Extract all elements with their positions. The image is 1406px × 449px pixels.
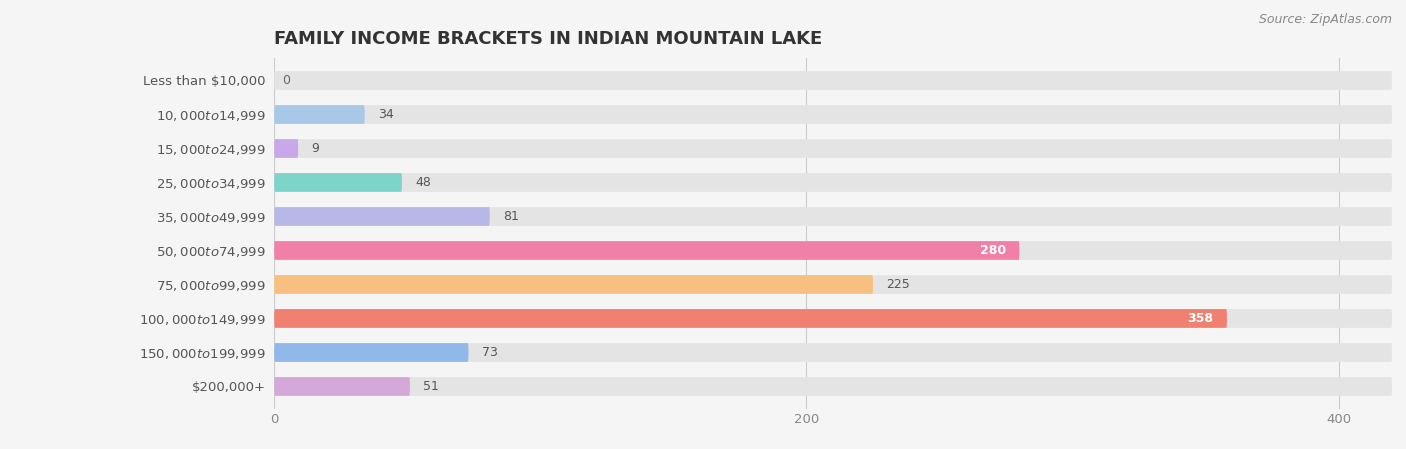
FancyBboxPatch shape <box>274 309 1392 328</box>
FancyBboxPatch shape <box>274 343 468 362</box>
Text: 81: 81 <box>503 210 519 223</box>
FancyBboxPatch shape <box>274 139 1392 158</box>
Text: 48: 48 <box>415 176 432 189</box>
Text: 358: 358 <box>1188 312 1213 325</box>
FancyBboxPatch shape <box>274 275 1392 294</box>
FancyBboxPatch shape <box>274 207 1392 226</box>
FancyBboxPatch shape <box>274 343 1392 362</box>
Text: 73: 73 <box>482 346 498 359</box>
FancyBboxPatch shape <box>274 139 298 158</box>
FancyBboxPatch shape <box>274 377 411 396</box>
FancyBboxPatch shape <box>274 377 1392 396</box>
FancyBboxPatch shape <box>274 309 1227 328</box>
FancyBboxPatch shape <box>274 173 1392 192</box>
Text: 51: 51 <box>423 380 439 393</box>
FancyBboxPatch shape <box>274 275 873 294</box>
FancyBboxPatch shape <box>274 241 1019 260</box>
Text: FAMILY INCOME BRACKETS IN INDIAN MOUNTAIN LAKE: FAMILY INCOME BRACKETS IN INDIAN MOUNTAI… <box>274 31 823 48</box>
Text: Source: ZipAtlas.com: Source: ZipAtlas.com <box>1258 13 1392 26</box>
Text: 0: 0 <box>283 74 290 87</box>
FancyBboxPatch shape <box>274 207 489 226</box>
FancyBboxPatch shape <box>274 71 1392 90</box>
FancyBboxPatch shape <box>274 241 1392 260</box>
FancyBboxPatch shape <box>274 105 364 124</box>
FancyBboxPatch shape <box>274 105 1392 124</box>
Text: 9: 9 <box>312 142 319 155</box>
Text: 225: 225 <box>886 278 910 291</box>
FancyBboxPatch shape <box>274 173 402 192</box>
Text: 34: 34 <box>378 108 394 121</box>
Text: 280: 280 <box>980 244 1007 257</box>
